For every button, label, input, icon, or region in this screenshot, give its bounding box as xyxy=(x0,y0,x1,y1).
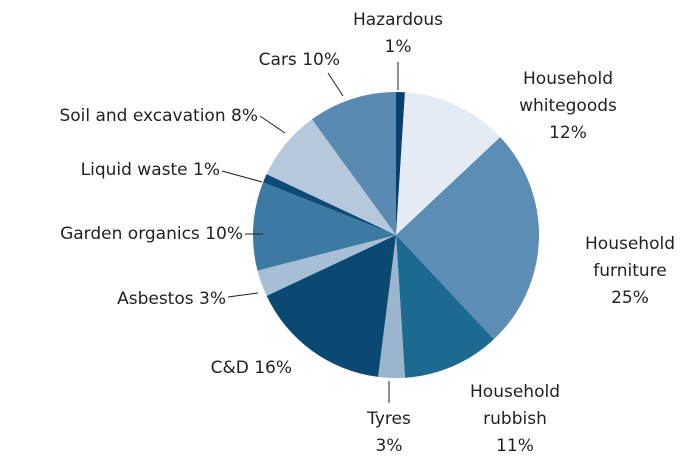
pie-slice xyxy=(378,235,405,379)
value-label: 12% xyxy=(549,123,587,143)
leader-line xyxy=(327,72,344,97)
slice-label: Cars 10% xyxy=(259,47,340,74)
value-label: 11% xyxy=(496,436,534,456)
pie-slice xyxy=(266,235,396,377)
pie-slice xyxy=(396,92,405,235)
value-label: 8% xyxy=(231,106,258,126)
slice-label: Garden organics 10% xyxy=(60,221,243,248)
leader-line xyxy=(259,115,286,134)
value-label: 3% xyxy=(375,436,403,456)
leader-line xyxy=(221,170,263,183)
pie-slice xyxy=(266,119,396,235)
category-label: Household furniture xyxy=(585,234,675,281)
value-label: 10% xyxy=(302,50,340,70)
category-label: Tyres xyxy=(367,409,411,429)
slice-label: Liquid waste 1% xyxy=(81,157,220,184)
slice-label: Soil and excavation 8% xyxy=(59,103,258,130)
category-label: Cars xyxy=(258,50,297,70)
pie-slice xyxy=(263,174,396,235)
value-label: 3% xyxy=(199,289,226,309)
value-label: 16% xyxy=(254,358,292,378)
leader-line xyxy=(227,292,259,298)
slice-label: Household furniture 25% xyxy=(565,231,685,312)
value-label: 1% xyxy=(384,37,412,57)
pie-slice xyxy=(396,235,494,378)
pie-slice xyxy=(396,137,540,340)
value-label: 25% xyxy=(611,288,649,308)
slice-label: Tyres 3% xyxy=(324,406,454,459)
pie-slice xyxy=(311,92,396,235)
category-label: Hazardous xyxy=(352,10,444,30)
pie-slice xyxy=(257,235,396,296)
pie-slice xyxy=(253,182,396,271)
slice-label: C&D 16% xyxy=(211,355,292,382)
category-label: Asbestos xyxy=(117,289,194,309)
category-label: Soil and excavation xyxy=(59,106,226,126)
value-label: 10% xyxy=(205,224,243,244)
category-label: Liquid waste xyxy=(80,160,188,180)
category-label: Household rubbish xyxy=(470,382,560,429)
category-label: C&D xyxy=(210,358,249,378)
slice-label: Household rubbish 11% xyxy=(450,379,580,459)
pie-slice xyxy=(396,92,501,235)
value-label: 1% xyxy=(193,160,220,180)
category-label: Household whitegoods xyxy=(519,69,617,116)
slice-label: Asbestos 3% xyxy=(117,286,226,313)
slice-label: Hazardous 1% xyxy=(333,7,463,61)
category-label: Garden organics xyxy=(60,224,200,244)
slice-label: Household whitegoods 12% xyxy=(503,66,633,147)
